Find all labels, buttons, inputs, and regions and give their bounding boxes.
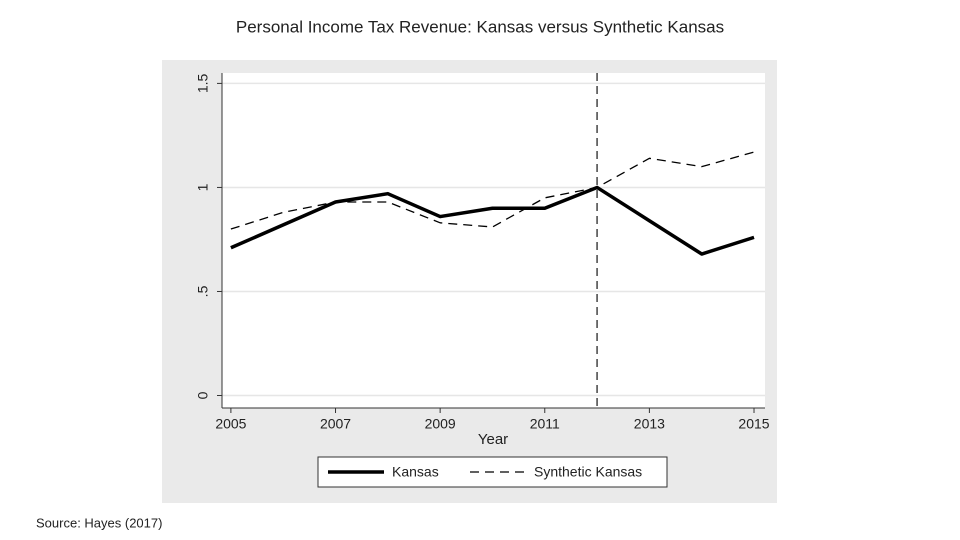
y-tick-label: 1 [195,183,211,191]
series-line [230,185,755,256]
y-tick-label: 0 [195,391,211,399]
x-tick-label: 2007 [320,416,351,432]
source-note: Source: Hayes (2017) [36,515,162,530]
legend-label: Kansas [392,464,439,480]
x-tick-label: 2009 [425,416,456,432]
x-tick-label: 2011 [530,416,560,432]
y-tick-label: 1.5 [195,73,211,93]
series-line [230,151,755,230]
x-axis-label: Year [478,431,508,448]
chart-title: Personal Income Tax Revenue: Kansas vers… [236,17,724,36]
y-tick-label: .5 [195,285,211,297]
x-tick-label: 2015 [738,416,769,432]
x-tick-label: 2005 [215,416,246,432]
x-tick-label: 2013 [634,416,665,432]
legend-label: Synthetic Kansas [534,464,642,480]
plot-area [222,73,765,408]
